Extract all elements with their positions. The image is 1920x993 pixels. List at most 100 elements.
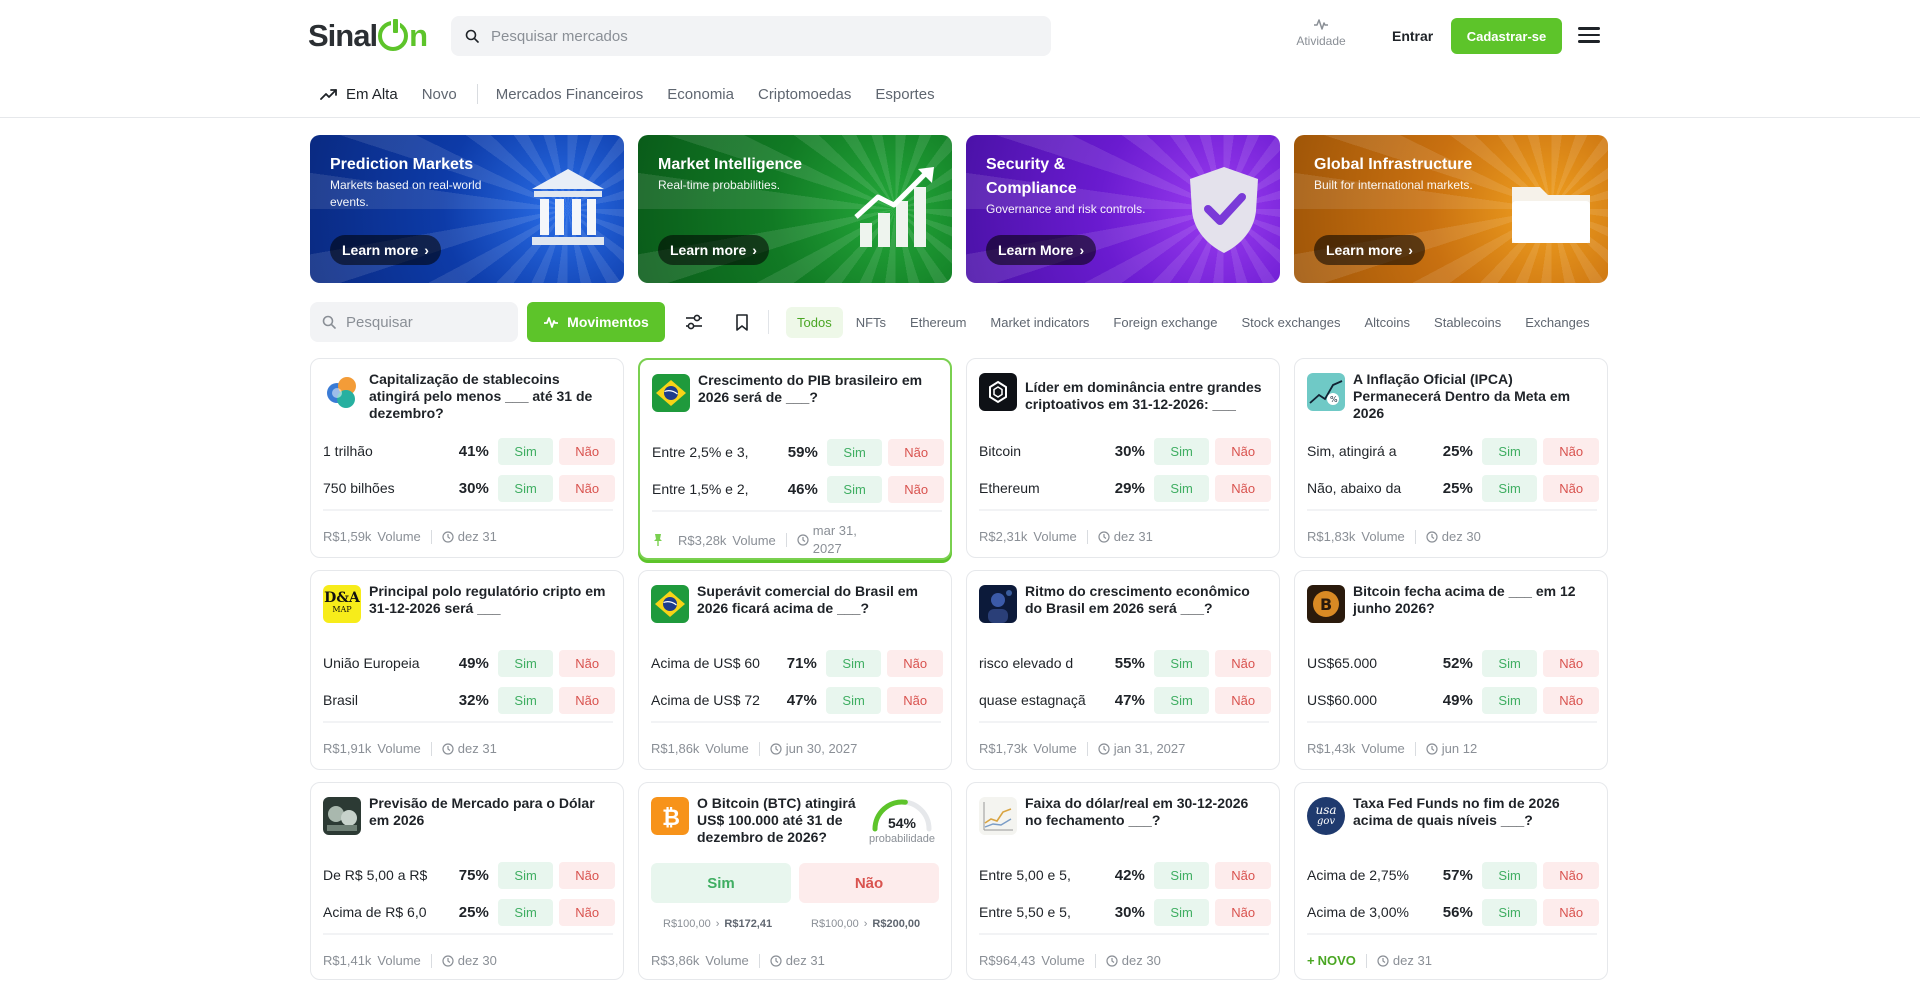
filter-chip-altcoins[interactable]: Altcoins bbox=[1364, 314, 1411, 330]
yes-button[interactable]: Sim bbox=[1153, 898, 1210, 926]
market-card[interactable]: Faixa do dólar/real em 30-12-2026 no fec… bbox=[966, 782, 1280, 980]
market-card-featured[interactable]: Crescimento do PIB brasileiro em 2026 se… bbox=[638, 358, 952, 560]
market-card[interactable]: usa gov Taxa Fed Funds no fim de 2026 ac… bbox=[1294, 782, 1608, 980]
yes-button[interactable]: Sim bbox=[1153, 861, 1210, 889]
outcome-label: Entre 1,5% e 2, bbox=[652, 481, 749, 497]
market-card[interactable]: Ritmo do crescimento econômico do Brasil… bbox=[966, 570, 1280, 770]
banner-security-compliance[interactable]: Security & Compliance Governance and ris… bbox=[966, 135, 1280, 283]
banner-global-infrastructure[interactable]: Global Infrastructure Built for internat… bbox=[1294, 135, 1608, 283]
no-button[interactable]: Não bbox=[559, 649, 616, 677]
no-button[interactable]: Não bbox=[559, 474, 616, 502]
yes-button[interactable]: Sim bbox=[1153, 437, 1210, 465]
filter-chip-foreign-exchange[interactable]: Foreign exchange bbox=[1113, 314, 1218, 330]
no-button[interactable]: Não bbox=[559, 686, 616, 714]
market-card[interactable]: Líder em dominância entre grandes cripto… bbox=[966, 358, 1280, 558]
yes-button[interactable]: Sim bbox=[1481, 861, 1538, 889]
filter-chip-stock-exchanges[interactable]: Stock exchanges bbox=[1241, 314, 1341, 330]
login-button[interactable]: Entrar bbox=[1382, 18, 1443, 54]
nav-economy[interactable]: Economia bbox=[667, 85, 734, 103]
no-button[interactable]: Não bbox=[559, 898, 616, 926]
market-card[interactable]: Previsão de Mercado para o Dólar em 2026… bbox=[310, 782, 624, 980]
no-button[interactable]: Não bbox=[559, 861, 616, 889]
search-input[interactable] bbox=[491, 27, 1031, 45]
buy-yes-button[interactable]: Sim bbox=[651, 863, 791, 903]
market-card[interactable]: Superávit comercial do Brasil em 2026 fi… bbox=[638, 570, 952, 770]
banner-prediction-markets[interactable]: Prediction Markets Markets based on real… bbox=[310, 135, 624, 283]
yes-button[interactable]: Sim bbox=[497, 649, 554, 677]
no-button[interactable]: Não bbox=[1543, 649, 1600, 677]
yes-button[interactable]: Sim bbox=[1153, 649, 1210, 677]
filter-chip-nfts[interactable]: NFTs bbox=[855, 314, 887, 330]
learn-more-button[interactable]: Learn More › bbox=[986, 235, 1097, 265]
yes-button[interactable]: Sim bbox=[1481, 474, 1538, 502]
nav-new[interactable]: Novo bbox=[421, 85, 457, 103]
yes-button[interactable]: Sim bbox=[1481, 649, 1538, 677]
banner-market-intelligence[interactable]: Market Intelligence Real-time probabilit… bbox=[638, 135, 952, 283]
no-button[interactable]: Não bbox=[888, 438, 945, 466]
signup-button[interactable]: Cadastrar-se bbox=[1451, 18, 1562, 54]
yes-button[interactable]: Sim bbox=[1481, 437, 1538, 465]
market-card[interactable]: Capitalização de stablecoins atingirá pe… bbox=[310, 358, 624, 558]
movements-button[interactable]: Movimentos bbox=[527, 302, 665, 342]
market-footer: R$1,43k Volume jun 12 bbox=[1307, 741, 1477, 756]
no-button[interactable]: Não bbox=[1215, 861, 1272, 889]
nav-sports[interactable]: Esportes bbox=[875, 85, 935, 103]
yes-button[interactable]: Sim bbox=[497, 898, 554, 926]
hamburger-menu-icon[interactable] bbox=[1578, 24, 1600, 46]
no-button[interactable]: Não bbox=[888, 475, 945, 503]
nav-trending[interactable]: Em Alta bbox=[320, 86, 398, 103]
no-button[interactable]: Não bbox=[887, 686, 944, 714]
no-button[interactable]: Não bbox=[1543, 474, 1600, 502]
filter-chip-market-indicators[interactable]: Market indicators bbox=[990, 314, 1090, 330]
yes-button[interactable]: Sim bbox=[497, 861, 554, 889]
no-button[interactable]: Não bbox=[1215, 686, 1272, 714]
learn-more-button[interactable]: Learn more › bbox=[1314, 235, 1425, 265]
learn-more-button[interactable]: Learn more › bbox=[330, 235, 441, 265]
yes-button[interactable]: Sim bbox=[825, 649, 882, 677]
market-question: Faixa do dólar/real em 30-12-2026 no fec… bbox=[1025, 795, 1249, 828]
no-button[interactable]: Não bbox=[1215, 649, 1272, 677]
yes-button[interactable]: Sim bbox=[1481, 898, 1538, 926]
pin-icon[interactable] bbox=[652, 533, 664, 547]
no-button[interactable]: Não bbox=[1543, 686, 1600, 714]
no-button[interactable]: Não bbox=[1215, 437, 1272, 465]
market-search bbox=[451, 16, 1051, 56]
buy-no-button[interactable]: Não bbox=[799, 863, 939, 903]
nav-financial-markets[interactable]: Mercados Financeiros bbox=[495, 85, 644, 103]
market-card-binary[interactable]: ₿ O Bitcoin (BTC) atingirá US$ 100.000 a… bbox=[638, 782, 952, 980]
filter-chip-all[interactable]: Todos bbox=[786, 306, 843, 338]
outcome-label: Brasil bbox=[323, 692, 359, 708]
filter-chip-stablecoins[interactable]: Stablecoins bbox=[1434, 314, 1502, 330]
market-card[interactable]: B Bitcoin fecha acima de ___ em 12 junho… bbox=[1294, 570, 1608, 770]
no-button[interactable]: Não bbox=[1215, 898, 1272, 926]
yes-button[interactable]: Sim bbox=[497, 474, 554, 502]
yes-button[interactable]: Sim bbox=[826, 475, 883, 503]
sliders-icon[interactable] bbox=[682, 310, 706, 334]
outcome-probability: 42% bbox=[1114, 866, 1145, 884]
learn-more-button[interactable]: Learn more › bbox=[658, 235, 769, 265]
sinalon-logo[interactable]: Sinal n bbox=[308, 16, 428, 56]
market-end-date: dez 30 bbox=[1441, 529, 1481, 544]
yes-button[interactable]: Sim bbox=[826, 438, 883, 466]
yes-button[interactable]: Sim bbox=[1153, 686, 1210, 714]
filter-chip-exchanges[interactable]: Exchanges bbox=[1525, 314, 1590, 330]
no-button[interactable]: Não bbox=[559, 437, 616, 465]
yes-button[interactable]: Sim bbox=[1153, 474, 1210, 502]
yes-button[interactable]: Sim bbox=[1481, 686, 1538, 714]
market-card[interactable]: % A Inflação Oficial (IPCA) Permanecerá … bbox=[1294, 358, 1608, 558]
no-button[interactable]: Não bbox=[1215, 474, 1272, 502]
market-card[interactable]: D&A MAP Principal polo regulatório cript… bbox=[310, 570, 624, 770]
outcome-row: quase estagnaçã 47% Sim Não bbox=[979, 686, 1272, 714]
yes-button[interactable]: Sim bbox=[497, 686, 554, 714]
nav-crypto[interactable]: Criptomoedas bbox=[757, 85, 852, 103]
bookmark-icon[interactable] bbox=[730, 310, 754, 334]
no-button[interactable]: Não bbox=[1543, 437, 1600, 465]
yes-button[interactable]: Sim bbox=[825, 686, 882, 714]
yes-button[interactable]: Sim bbox=[497, 437, 554, 465]
no-button[interactable]: Não bbox=[1543, 861, 1600, 889]
no-button[interactable]: Não bbox=[887, 649, 944, 677]
no-button[interactable]: Não bbox=[1543, 898, 1600, 926]
activity-button[interactable]: Atividade bbox=[1290, 18, 1352, 48]
filter-search-input[interactable] bbox=[346, 313, 506, 331]
filter-chip-ethereum[interactable]: Ethereum bbox=[910, 314, 967, 330]
